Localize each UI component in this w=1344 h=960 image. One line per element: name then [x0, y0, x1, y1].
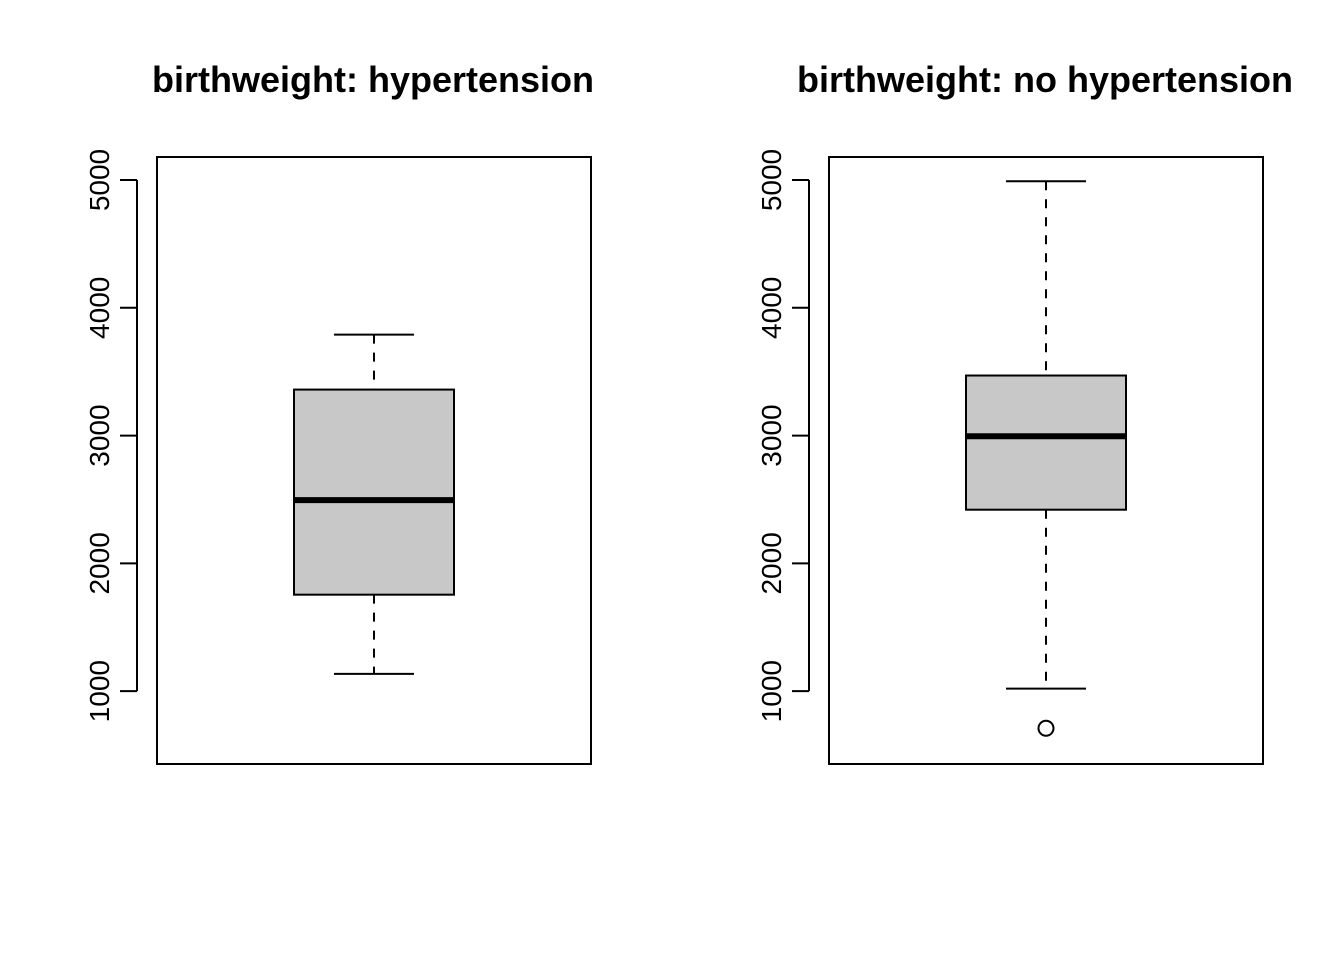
y-tick-label: 4000 — [84, 277, 115, 339]
y-tick-label: 4000 — [756, 277, 787, 339]
plot-frame — [828, 156, 1264, 765]
iqr-box — [293, 388, 455, 596]
outlier-point — [1037, 719, 1055, 737]
boxplot — [965, 180, 1127, 737]
y-tick-label: 5000 — [756, 149, 787, 211]
y-tick-label: 2000 — [756, 532, 787, 594]
panel-no-hypertension: birthweight: no hypertension 1000 2000 300… — [756, 59, 1293, 765]
y-tick-label: 1000 — [756, 660, 787, 722]
panel-title: birthweight: hypertension — [152, 59, 594, 100]
y-tick-label: 3000 — [84, 404, 115, 466]
panel-title: birthweight: no hypertension — [797, 59, 1293, 100]
y-axis: 1000 2000 3000 4000 5000 — [756, 149, 810, 722]
y-tick-label: 5000 — [84, 149, 115, 211]
boxplot — [293, 333, 455, 675]
y-tick-label: 2000 — [84, 532, 115, 594]
y-tick-label: 1000 — [84, 660, 115, 722]
y-tick-label: 3000 — [756, 404, 787, 466]
plot-frame — [156, 156, 592, 765]
iqr-box — [965, 374, 1127, 511]
panel-hypertension: birthweight: hypertension 1000 2000 3000 40… — [84, 59, 594, 765]
y-axis: 1000 2000 3000 4000 5000 — [84, 149, 138, 722]
